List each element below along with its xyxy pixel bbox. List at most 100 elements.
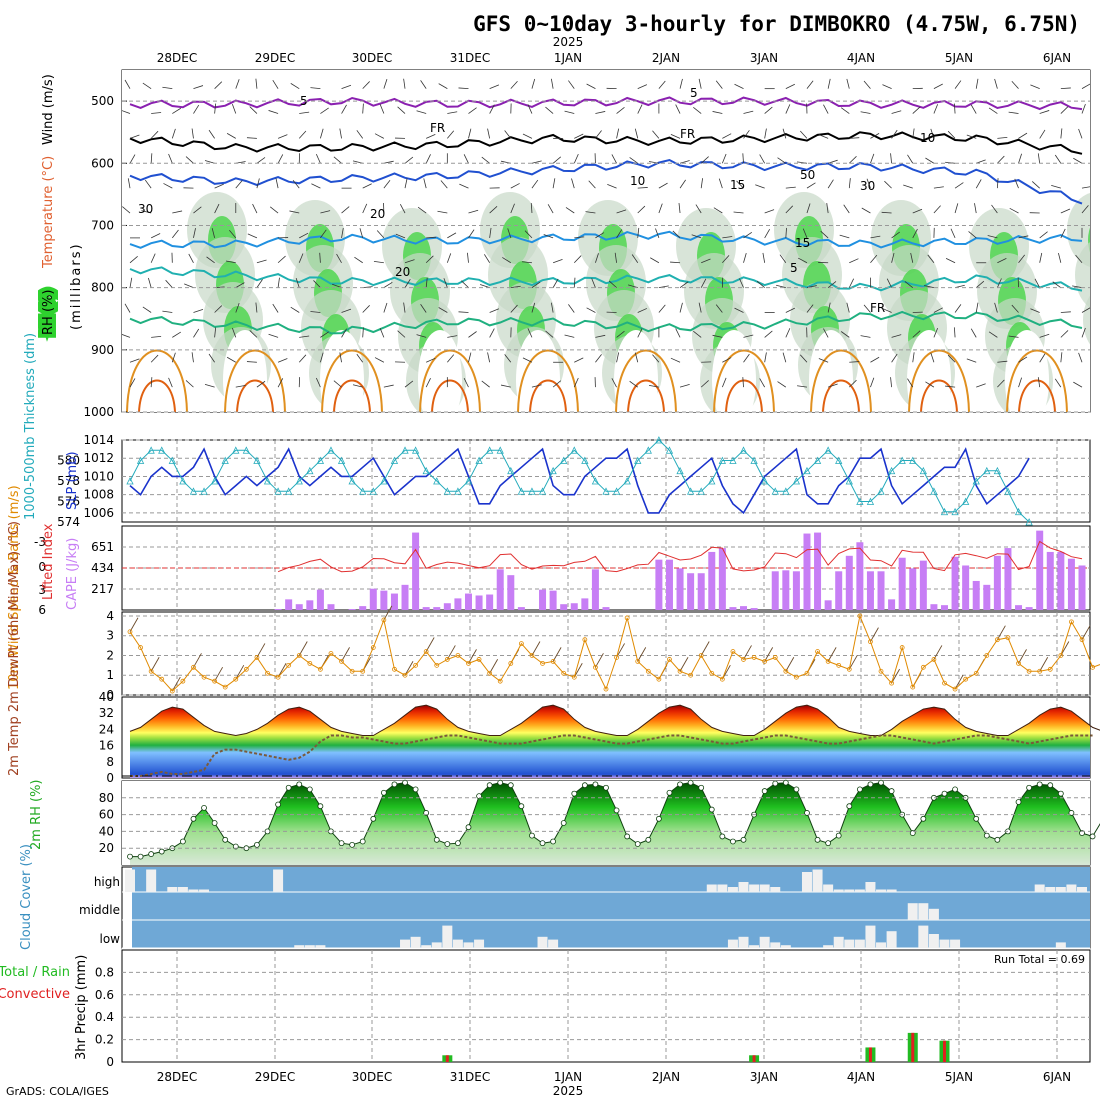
barb-18-880 xyxy=(320,331,329,338)
cloud-high-71 xyxy=(876,889,887,892)
wind-point-64 xyxy=(804,670,810,676)
rh-point-71 xyxy=(878,779,884,786)
thick-point-31 xyxy=(454,487,462,495)
hot-loop-0 xyxy=(126,349,188,412)
barb-18-480 xyxy=(310,87,321,90)
cape-bar-54 xyxy=(697,573,705,610)
thick-point-20 xyxy=(337,456,346,464)
barb-88-880 xyxy=(1060,330,1069,338)
barb-44-760 xyxy=(595,253,599,263)
temp-ylabel: 2m Temp 2m DewPt (6hr Min/Max) (°C) xyxy=(7,521,22,776)
barb-32-720 xyxy=(468,229,475,239)
barb-66-480 xyxy=(827,78,831,89)
slp-thickness-panel: 1006 1008 1010 1012 1014 574 576 578 580 xyxy=(57,433,1090,529)
barb-74-720 xyxy=(912,228,918,239)
cape-bar-59 xyxy=(750,608,758,610)
barb-12-800 xyxy=(256,279,263,288)
barb-34-960 xyxy=(481,380,490,388)
barb-18-960 xyxy=(315,377,321,388)
barb-76-840 xyxy=(933,307,943,313)
barb-12-600 xyxy=(256,157,266,164)
barb-6-480 xyxy=(193,85,204,90)
barb-56-840 xyxy=(715,304,723,313)
barb-76-640 xyxy=(933,186,944,189)
barb-72-480 xyxy=(882,84,892,90)
barb-68-840 xyxy=(846,302,850,313)
barb-62-480 xyxy=(785,83,795,90)
barb-70-720 xyxy=(870,235,881,239)
barb-2-920 xyxy=(150,354,159,363)
thick-point-29 xyxy=(433,477,441,485)
barb-16-480 xyxy=(290,83,300,89)
cloud-low-78 xyxy=(950,939,961,948)
barb-42-920 xyxy=(574,357,584,363)
wind-barb-42 xyxy=(573,662,583,678)
barb-16-760 xyxy=(298,253,304,263)
rh-point-3 xyxy=(158,848,165,855)
barb-22-760 xyxy=(354,256,363,264)
barb-56-640 xyxy=(718,178,723,189)
precip-ytick-0.4: 0.4 xyxy=(95,1010,114,1024)
wind-barb-6 xyxy=(193,653,202,668)
barb-64-640 xyxy=(806,182,816,189)
cape-bar-27 xyxy=(412,532,420,610)
cloud-high-89 xyxy=(1066,884,1077,892)
thick-point-59 xyxy=(750,456,758,464)
barb-70-560 xyxy=(870,133,880,139)
barb-34-680 xyxy=(489,206,498,214)
barb-6-720 xyxy=(193,228,196,238)
barb-66-560 xyxy=(818,134,829,139)
barb-0-960 xyxy=(129,378,136,388)
wind-point-25 xyxy=(392,666,397,672)
barb-10-960 xyxy=(235,384,246,388)
contour-label-12: 30 xyxy=(138,202,153,216)
thick-point-84 xyxy=(1014,507,1023,516)
barb-80-480 xyxy=(975,78,979,89)
barb-74-600 xyxy=(907,154,914,164)
barb-24-880 xyxy=(379,327,385,338)
thick-ytick-576: 576 xyxy=(57,495,80,509)
cape-bar-39 xyxy=(539,589,547,610)
wind-barb-84 xyxy=(1018,649,1027,664)
cloud-high-0 xyxy=(125,869,135,892)
wind-point-71 xyxy=(878,668,884,674)
barb-6-840 xyxy=(193,309,204,313)
barb-58-640 xyxy=(736,180,744,189)
barb-46-600 xyxy=(611,154,617,164)
wind-point-65 xyxy=(815,649,820,654)
barb-48-560 xyxy=(634,128,639,139)
barb-52-720 xyxy=(672,230,681,239)
rh-point-51 xyxy=(666,789,673,796)
barb-4-920 xyxy=(171,352,176,363)
slp-ytick-1006: 1006 xyxy=(83,506,114,520)
barb-38-520 xyxy=(527,104,533,114)
thick-point-0 xyxy=(126,477,134,485)
wind-barb-60 xyxy=(764,647,774,662)
barb-58-560 xyxy=(743,130,750,139)
thick-point-54 xyxy=(697,487,705,495)
wind-ytick-1: 1 xyxy=(106,668,114,682)
barb-56-720 xyxy=(722,236,733,239)
rh-point-48 xyxy=(634,841,641,847)
barb-88-680 xyxy=(1060,208,1071,214)
wind-barb-30 xyxy=(446,645,456,660)
precip-conv-59 xyxy=(752,1055,756,1062)
barb-42-760 xyxy=(573,255,582,264)
upper-ylabel-wind: Wind (m/s) xyxy=(41,74,56,145)
cape-bar-34 xyxy=(486,594,494,610)
cloud-high-4 xyxy=(167,887,178,892)
cape-bar-76 xyxy=(930,604,938,610)
contour-label-14: 30 xyxy=(860,179,875,193)
rh-point-54 xyxy=(698,784,705,791)
barb-88-960 xyxy=(1054,378,1062,388)
slp-ylabel-right: SLP (mb) xyxy=(65,451,80,510)
barb-40-640 xyxy=(552,178,556,189)
rh-point-75 xyxy=(920,815,927,822)
wind-ytick-0: 0 xyxy=(106,688,114,702)
barb-42-840 xyxy=(568,304,575,313)
cloud-low-60 xyxy=(759,936,770,948)
cape-bar-37 xyxy=(517,607,525,610)
wind-point-88 xyxy=(1058,653,1064,658)
cape-bar-58 xyxy=(740,606,748,610)
